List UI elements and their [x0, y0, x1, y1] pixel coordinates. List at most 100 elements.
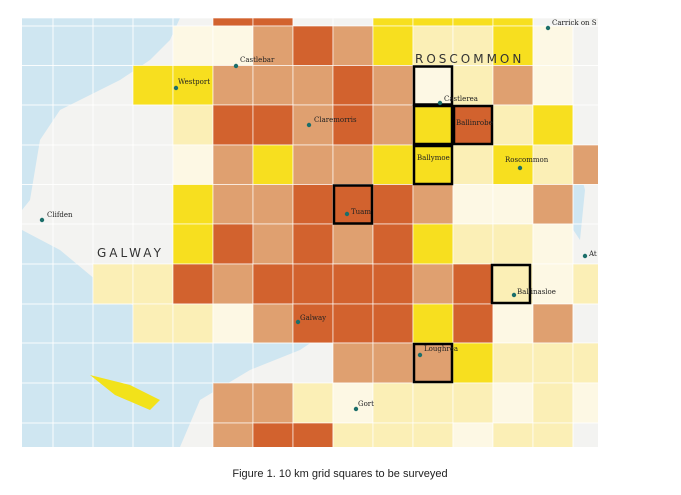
place-dot	[582, 253, 588, 259]
grid-cell	[532, 25, 574, 66]
grid-cell	[132, 263, 174, 305]
place-dot	[511, 292, 517, 298]
labels: ROSCOMMON GALWAY Carrick on S Castlebar West…	[39, 19, 597, 412]
place-dot	[39, 217, 45, 223]
grid-cell	[492, 25, 534, 66]
grid-cell	[132, 65, 174, 106]
grid-cell	[212, 382, 254, 424]
grid-cell	[372, 184, 414, 225]
grid-cell	[292, 144, 334, 185]
place-label: Loughrea	[424, 345, 458, 353]
grid-cell	[332, 223, 374, 265]
grid-cell	[412, 422, 454, 447]
place-dot	[517, 165, 523, 171]
grid-cell	[212, 422, 254, 447]
grid-cell	[572, 342, 598, 384]
grid-cell	[252, 223, 294, 265]
grid-cell	[292, 263, 334, 305]
place-label: Clifden	[47, 211, 73, 219]
grid-cell	[492, 263, 534, 305]
grid-cell	[332, 382, 374, 424]
grid-cell	[412, 382, 454, 424]
place-label: Castlerea	[444, 95, 478, 103]
place-label: Claremorris	[314, 116, 357, 124]
grid-cell	[252, 65, 294, 106]
survey-square	[412, 104, 454, 146]
grid-cell	[372, 223, 414, 265]
grid-cell	[372, 144, 414, 185]
grid-cell	[452, 263, 494, 305]
survey-square	[490, 263, 532, 305]
grid-cell	[532, 422, 574, 447]
grid-cell	[412, 223, 454, 265]
grid-cell	[412, 184, 454, 225]
grid-cell	[412, 144, 454, 185]
grid-cell	[412, 104, 454, 146]
survey-square	[412, 65, 454, 106]
grid-cell	[532, 104, 574, 146]
grid-cell	[572, 144, 598, 185]
grid-cell	[492, 223, 534, 265]
grid-cell	[252, 18, 294, 27]
grid-cell	[532, 65, 574, 106]
grid-cell	[492, 382, 534, 424]
grid-cell	[292, 223, 334, 265]
grid-cell	[452, 382, 494, 424]
region-label: ROSCOMMON	[415, 52, 524, 66]
grid-cell	[412, 263, 454, 305]
grid-cell	[332, 25, 374, 66]
place-dot	[295, 319, 301, 325]
grid-cell	[372, 382, 414, 424]
place-label: Galway	[300, 314, 326, 322]
grid-cell	[572, 382, 598, 424]
grid-cell	[372, 25, 414, 66]
place-dot	[437, 100, 443, 106]
grid-cell	[452, 25, 494, 66]
grid-cell	[212, 263, 254, 305]
grid-cell	[292, 25, 334, 66]
place-dot	[353, 406, 359, 412]
grid-cell	[252, 184, 294, 225]
grid-cell	[332, 184, 374, 225]
place-label: Ballymoe	[417, 154, 450, 162]
grid-cell	[372, 303, 414, 344]
grid-cell	[172, 303, 214, 344]
grid-cell	[572, 422, 598, 447]
grid-cell	[212, 18, 254, 27]
grid-cell	[212, 104, 254, 146]
survey-square	[412, 144, 454, 186]
place-label: Roscommon	[505, 156, 549, 164]
place-label: Ballinrobe	[456, 119, 493, 127]
grid-cell	[492, 144, 534, 185]
grid-cell	[332, 144, 374, 185]
grid-cell	[292, 382, 334, 424]
grid-cell	[372, 18, 414, 27]
grid-cell	[452, 422, 494, 447]
place-dot	[233, 63, 239, 69]
grid-cell	[452, 18, 494, 27]
grid-cell	[292, 104, 334, 146]
grid-cell	[492, 18, 534, 27]
grid-cell	[532, 382, 574, 424]
grid-cell	[452, 184, 494, 225]
grid-cell	[172, 184, 214, 225]
grid-cell	[252, 382, 294, 424]
grid-cell	[252, 104, 294, 146]
grid-cell	[172, 25, 214, 66]
place-label: Tuam	[351, 208, 371, 216]
map	[22, 18, 598, 447]
grid-cell	[492, 422, 534, 447]
place-label: Westport	[178, 78, 210, 86]
place-dot	[173, 85, 179, 91]
grid-cell	[532, 184, 574, 225]
grid	[22, 18, 598, 447]
grid-cell	[572, 263, 598, 305]
grid-cell	[252, 422, 294, 447]
grid-cell	[252, 144, 294, 185]
grid-cell	[492, 184, 534, 225]
grid-cell	[172, 223, 214, 265]
grid-cell	[292, 422, 334, 447]
grid-cell	[332, 65, 374, 106]
grid-cell	[212, 184, 254, 225]
